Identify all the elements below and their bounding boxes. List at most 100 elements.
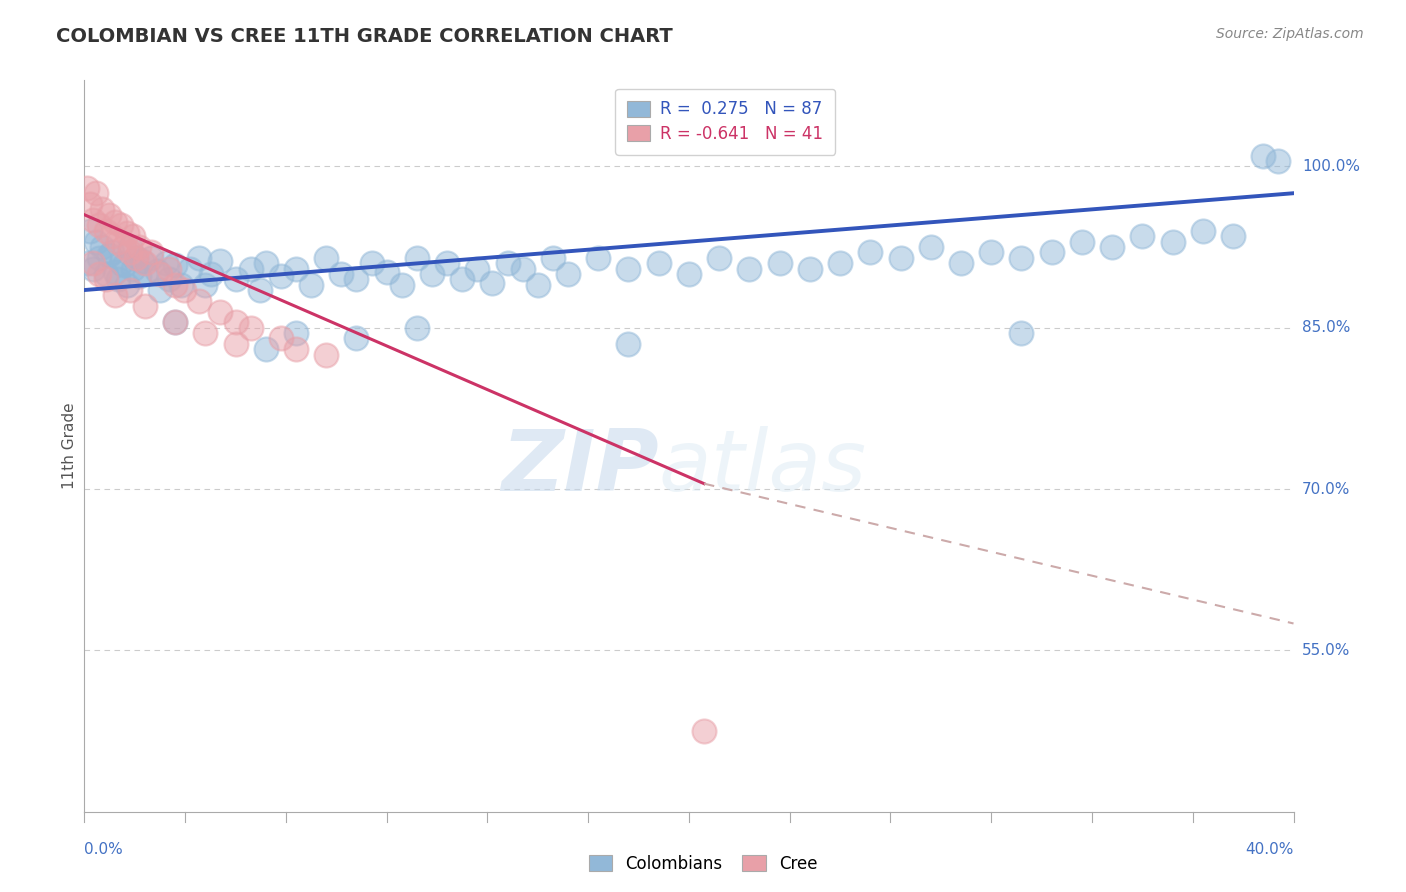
Point — [254, 256, 277, 270]
Point — [170, 277, 193, 292]
Legend: R =  0.275   N = 87, R = -0.641   N = 41: R = 0.275 N = 87, R = -0.641 N = 41 — [616, 88, 835, 154]
Point — [125, 251, 148, 265]
Point — [134, 267, 156, 281]
Point — [200, 267, 222, 281]
Text: Source: ZipAtlas.com: Source: ZipAtlas.com — [1216, 27, 1364, 41]
Text: 100.0%: 100.0% — [1302, 159, 1360, 174]
Point — [1222, 229, 1244, 244]
Point — [270, 268, 292, 283]
Point — [648, 256, 671, 270]
Point — [527, 277, 550, 292]
Point — [285, 342, 308, 356]
Point — [134, 256, 156, 270]
Point — [678, 267, 700, 281]
Point — [1132, 229, 1154, 244]
Point — [1253, 148, 1275, 162]
Point — [165, 277, 187, 292]
Point — [76, 256, 98, 270]
Point — [179, 261, 201, 276]
Text: 40.0%: 40.0% — [1246, 842, 1294, 857]
Point — [112, 258, 135, 272]
Point — [110, 219, 132, 233]
Point — [299, 277, 322, 292]
Point — [617, 336, 640, 351]
Point — [128, 240, 150, 254]
Point — [859, 245, 882, 260]
Point — [980, 245, 1002, 260]
Point — [188, 293, 211, 308]
Text: 0.0%: 0.0% — [84, 842, 124, 857]
Point — [139, 245, 162, 260]
Point — [406, 251, 429, 265]
Point — [94, 272, 117, 286]
Point — [225, 315, 247, 329]
Point — [115, 226, 138, 240]
Point — [121, 229, 143, 244]
Point — [79, 197, 101, 211]
Point — [799, 261, 821, 276]
Point — [346, 272, 368, 286]
Point — [1267, 153, 1289, 168]
Point — [165, 315, 187, 329]
Point — [188, 251, 211, 265]
Point — [391, 277, 413, 292]
Point — [115, 277, 138, 292]
Point — [146, 263, 169, 277]
Point — [920, 240, 942, 254]
Point — [139, 251, 162, 265]
Point — [125, 251, 148, 265]
Point — [104, 265, 127, 279]
Point — [330, 267, 353, 281]
Point — [79, 224, 101, 238]
Point — [89, 267, 111, 281]
Point — [225, 272, 247, 286]
Point — [100, 245, 122, 260]
Text: COLOMBIAN VS CREE 11TH GRADE CORRELATION CHART: COLOMBIAN VS CREE 11TH GRADE CORRELATION… — [56, 27, 673, 45]
Point — [830, 256, 852, 270]
Point — [82, 256, 104, 270]
Point — [155, 256, 177, 270]
Text: ZIP: ZIP — [501, 426, 659, 509]
Legend: Colombians, Cree: Colombians, Cree — [582, 848, 824, 880]
Point — [1011, 326, 1033, 340]
Point — [173, 283, 195, 297]
Point — [436, 256, 458, 270]
Point — [149, 283, 172, 297]
Point — [451, 272, 474, 286]
Point — [557, 267, 579, 281]
Point — [97, 208, 120, 222]
Point — [157, 261, 180, 276]
Point — [950, 256, 973, 270]
Point — [86, 186, 108, 201]
Point — [100, 229, 122, 244]
Point — [420, 267, 443, 281]
Point — [1101, 240, 1123, 254]
Point — [360, 256, 382, 270]
Point — [104, 215, 127, 229]
Point — [769, 256, 792, 270]
Point — [209, 254, 232, 268]
Point — [738, 261, 761, 276]
Point — [82, 261, 104, 276]
Point — [1161, 235, 1184, 249]
Point — [194, 326, 217, 340]
Point — [541, 251, 564, 265]
Point — [194, 277, 217, 292]
Point — [254, 342, 277, 356]
Point — [346, 331, 368, 345]
Point — [157, 272, 180, 286]
Point — [1071, 235, 1094, 249]
Point — [249, 283, 271, 297]
Point — [209, 304, 232, 318]
Point — [693, 724, 716, 739]
Y-axis label: 11th Grade: 11th Grade — [62, 402, 77, 490]
Point — [104, 288, 127, 302]
Point — [239, 320, 262, 334]
Point — [375, 265, 398, 279]
Point — [588, 251, 610, 265]
Point — [94, 224, 117, 238]
Point — [97, 247, 120, 261]
Point — [512, 261, 534, 276]
Point — [149, 267, 172, 281]
Point — [165, 258, 187, 272]
